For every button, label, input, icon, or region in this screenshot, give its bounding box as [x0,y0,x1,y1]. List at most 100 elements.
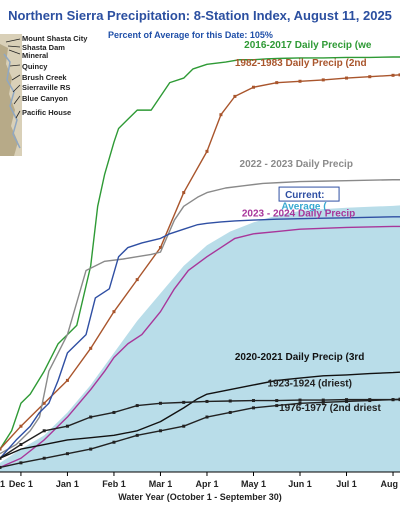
series-marker [112,440,116,444]
series-label-layer: 2016-2017 Daily Precip (we 1982-1983 Dail… [235,40,382,414]
x-tick-label: May 1 [241,479,266,489]
series-marker [321,78,325,82]
station-label: Mineral [22,51,49,60]
series-marker [251,399,255,403]
series-marker [368,399,372,403]
series-line [0,225,400,469]
series-line [0,371,400,459]
x-tick-label: Jul 1 [336,479,357,489]
series-marker [42,401,46,405]
x-tick-label: 1 [0,479,5,489]
series-marker [158,401,162,405]
series-marker [368,75,372,79]
series-marker [345,76,349,80]
series-layer [0,56,400,469]
series-marker [19,443,23,447]
station-label: Blue Canyon [22,94,68,103]
series-label: 1982-1983 Daily Precip (2nd [235,58,367,69]
x-tick-label: Feb 1 [102,479,126,489]
series-marker [182,400,186,404]
current-label: Current: [285,190,324,201]
series-marker [233,94,237,98]
series-marker [391,73,395,77]
station-label: Shasta Dam [22,43,65,52]
x-tick-label: Mar 1 [149,479,173,489]
series-marker [228,410,232,414]
series-marker [205,399,209,403]
series-marker [19,424,23,428]
series-marker [0,447,2,451]
series-marker [298,398,302,402]
series-marker [275,81,279,85]
series-marker [158,429,162,433]
series-marker [158,246,162,250]
series-marker [0,465,2,469]
x-tick-label: Aug 1 [381,479,400,489]
series-marker [251,85,255,89]
current-label-box [278,186,340,202]
x-axis: Dec 1 Jan 1 Feb 1 Mar 1 Apr 1 May 1 Jun 1 Jul 1… [0,471,400,489]
series-marker [112,410,116,414]
series-marker [219,113,223,117]
series-marker [89,447,93,451]
series-marker [65,378,69,382]
map-graphic [0,34,22,156]
series-marker [182,191,186,195]
x-tick-label: Jan 1 [56,479,79,489]
x-axis-label: Water Year (October 1 - September 30) [118,492,282,502]
station-label: Quincy [22,62,48,71]
x-tick-label: Jun 1 [288,479,312,489]
series-label: 2023 - 2024 Daily Precip [242,208,355,219]
station-label: Sierraville RS [22,83,71,92]
series-label: 2020-2021 Daily Precip (3rd [235,352,365,363]
series-marker [298,401,302,405]
series-line [0,56,400,450]
x-tick-label: Apr 1 [195,479,218,489]
series-marker [205,149,209,153]
series-marker [112,310,116,314]
series-label: 2016-2017 Daily Precip (we [244,40,372,51]
series-marker [398,397,400,401]
station-label: Pacific House [22,108,72,117]
average-band [0,205,400,473]
series-marker [135,278,139,282]
series-marker [205,415,209,419]
chart-subtitle: Percent of Average for this Date: 105% [108,30,273,40]
series-label: 1923-1924 (driest) [267,378,352,389]
chart-title: Northern Sierra Precipitation: 8-Station… [8,8,392,23]
series-marker [0,456,2,460]
series-marker [345,399,349,403]
station-label: Brush Creek [22,73,67,82]
series-marker [391,398,395,402]
series-label: 2022 - 2023 Daily Precip [240,159,353,170]
series-marker [321,400,325,404]
series-line [0,216,400,459]
series-marker [275,404,279,408]
series-marker [135,404,139,408]
series-line [0,74,400,450]
series-marker [275,399,279,403]
average-label: Average ( [281,202,327,213]
station-map-inset [0,34,118,156]
average-band-layer: Average ( [0,202,400,473]
series-marker [228,399,232,403]
series-marker [298,79,302,83]
series-marker [19,461,23,465]
x-tick-label: Dec 1 [9,479,33,489]
series-marker [89,415,93,419]
series-marker [135,433,139,437]
series-marker [42,429,46,433]
series-marker [182,424,186,428]
series-marker [89,346,93,350]
series-marker [65,424,69,428]
series-marker [251,406,255,410]
series-marker [321,398,325,402]
series-label: 1976-1977 (2nd driest [279,403,381,414]
series-marker [398,73,400,77]
series-marker [65,452,69,456]
series-line [0,179,400,455]
station-label: Mount Shasta City [22,34,88,43]
series-marker [42,456,46,460]
series-marker [345,398,349,402]
